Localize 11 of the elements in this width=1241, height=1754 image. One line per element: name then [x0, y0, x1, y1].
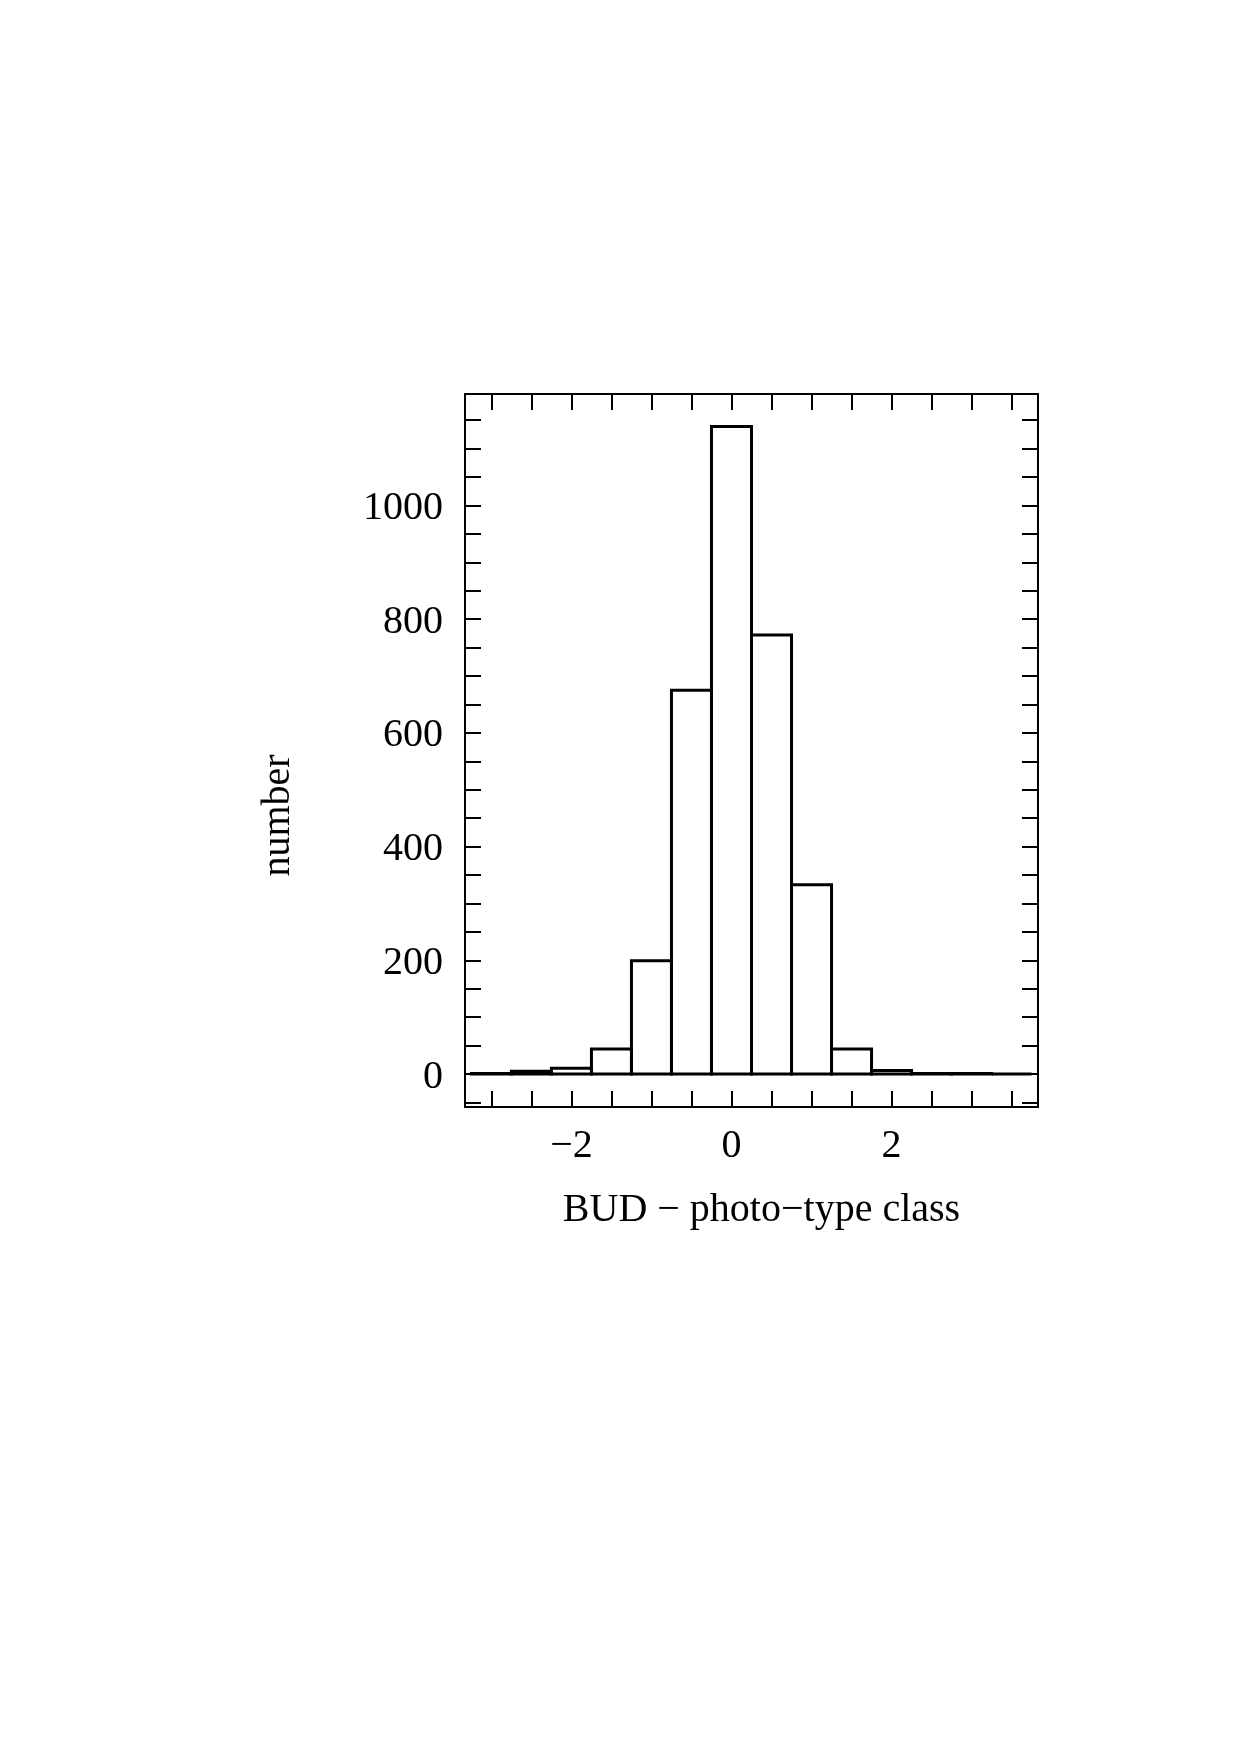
- y-tick-label: 200: [383, 937, 443, 983]
- y-tick-label: 1000: [363, 482, 443, 528]
- x-tick-label: 2: [881, 1120, 902, 1166]
- y-tick-label: 0: [423, 1051, 443, 1097]
- x-tick-label: −2: [550, 1120, 593, 1166]
- y-tick-label: 600: [383, 710, 443, 756]
- x-axis-title: BUD − photo−type class: [562, 1184, 961, 1230]
- x-tick-label: 0: [721, 1120, 742, 1166]
- y-tick-label: 400: [383, 824, 443, 870]
- y-tick-label: 800: [383, 596, 443, 642]
- y-axis-title: number: [252, 754, 298, 877]
